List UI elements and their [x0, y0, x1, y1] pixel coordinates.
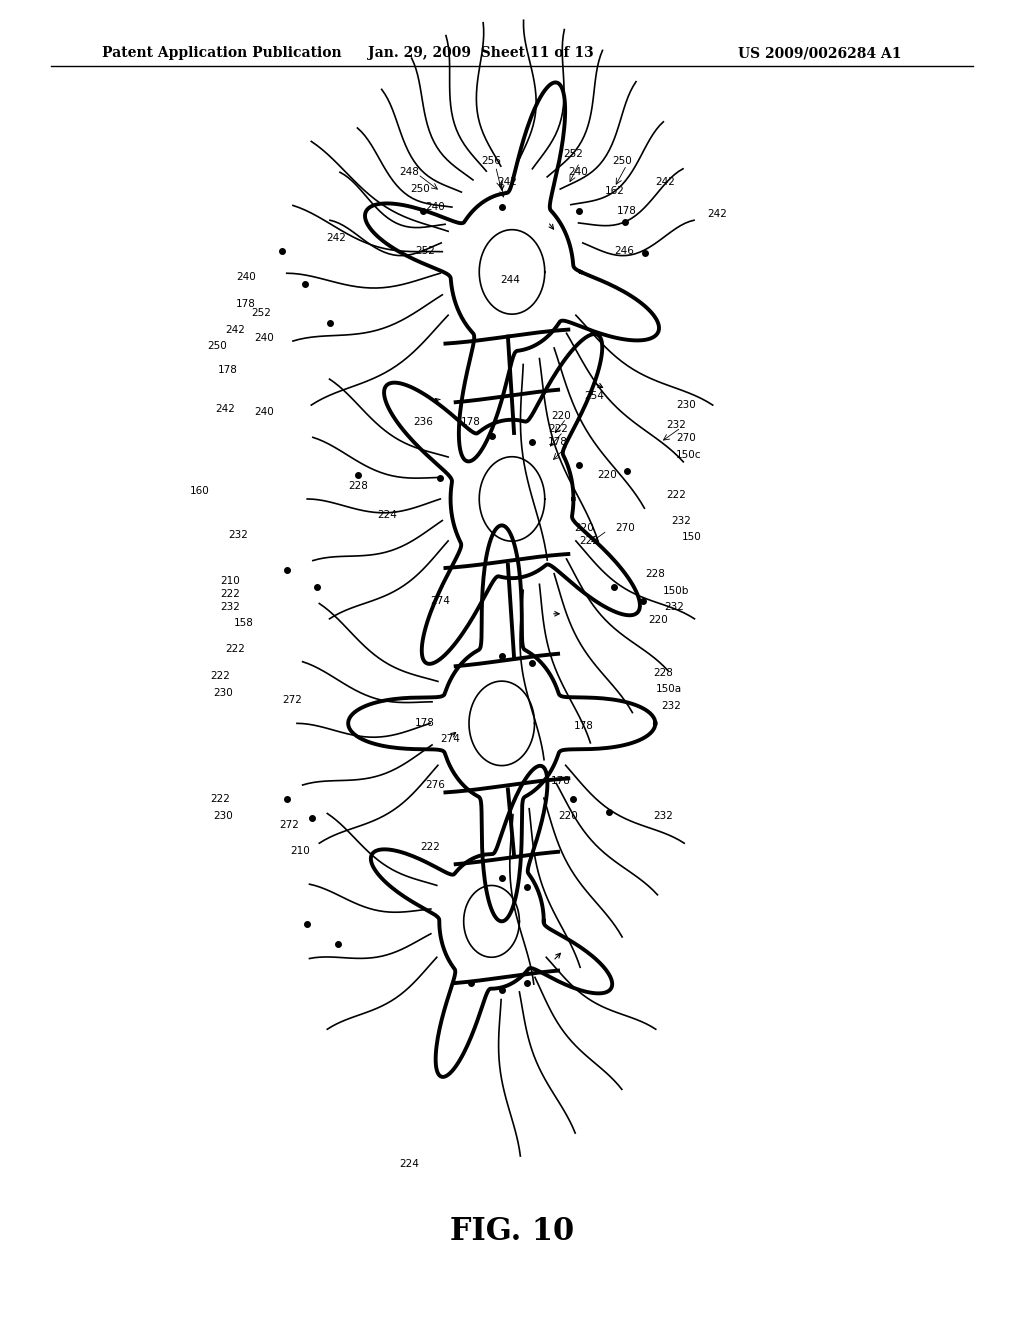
Text: 232: 232 — [671, 516, 691, 527]
Text: 252: 252 — [415, 246, 435, 256]
Text: 232: 232 — [220, 602, 241, 612]
Text: 178: 178 — [461, 417, 481, 428]
Text: 150c: 150c — [676, 450, 700, 461]
Text: 242: 242 — [225, 325, 246, 335]
Text: 232: 232 — [664, 602, 684, 612]
Text: 222: 222 — [579, 536, 599, 546]
Text: 240: 240 — [236, 272, 256, 282]
Text: 242: 242 — [326, 232, 346, 243]
Text: 220: 220 — [648, 615, 669, 626]
Text: 222: 222 — [666, 490, 686, 500]
Text: 242: 242 — [655, 177, 676, 187]
Text: 150b: 150b — [663, 586, 689, 597]
Text: 272: 272 — [279, 820, 299, 830]
Text: 150: 150 — [681, 532, 701, 543]
Text: 274: 274 — [430, 595, 451, 606]
Text: 236: 236 — [413, 417, 433, 428]
Text: 222: 222 — [220, 589, 241, 599]
Text: 250: 250 — [410, 183, 430, 194]
Text: 232: 232 — [666, 420, 686, 430]
Text: 252: 252 — [251, 308, 271, 318]
Text: 222: 222 — [548, 424, 568, 434]
Text: 250: 250 — [207, 341, 227, 351]
Text: 240: 240 — [568, 166, 589, 177]
Text: 240: 240 — [254, 333, 274, 343]
Text: 228: 228 — [348, 480, 369, 491]
Text: 224: 224 — [377, 510, 397, 520]
Text: 232: 232 — [653, 810, 674, 821]
Text: 210: 210 — [220, 576, 241, 586]
Text: 240: 240 — [254, 407, 274, 417]
Text: Patent Application Publication: Patent Application Publication — [102, 46, 342, 61]
Text: 178: 178 — [616, 206, 637, 216]
Text: 220: 220 — [558, 810, 579, 821]
Text: 252: 252 — [563, 149, 584, 160]
Text: 224: 224 — [399, 1159, 420, 1170]
Text: 232: 232 — [228, 529, 249, 540]
Text: 256: 256 — [481, 156, 502, 166]
Text: 270: 270 — [614, 523, 635, 533]
Text: 242: 242 — [497, 177, 517, 187]
Text: 220: 220 — [551, 411, 571, 421]
Text: 230: 230 — [213, 810, 233, 821]
Text: 270: 270 — [676, 433, 696, 444]
Text: 244: 244 — [500, 275, 520, 285]
Text: 230: 230 — [213, 688, 233, 698]
Text: 178: 178 — [573, 721, 594, 731]
Text: 228: 228 — [645, 569, 666, 579]
Text: 162: 162 — [604, 186, 625, 197]
Text: 230: 230 — [676, 400, 696, 411]
Text: 246: 246 — [614, 246, 635, 256]
Text: 250: 250 — [612, 156, 633, 166]
Text: 150a: 150a — [655, 684, 682, 694]
Text: US 2009/0026284 A1: US 2009/0026284 A1 — [737, 46, 901, 61]
Text: 158: 158 — [233, 618, 254, 628]
Text: 272: 272 — [282, 694, 302, 705]
Text: 276: 276 — [425, 780, 445, 791]
Text: 178: 178 — [217, 364, 238, 375]
Text: 220: 220 — [597, 470, 617, 480]
Text: 222: 222 — [210, 793, 230, 804]
Text: 178: 178 — [415, 718, 435, 729]
Text: 210: 210 — [290, 846, 310, 857]
Text: 242: 242 — [707, 209, 727, 219]
Text: 242: 242 — [215, 404, 236, 414]
Text: 274: 274 — [440, 734, 461, 744]
Text: 220: 220 — [573, 523, 594, 533]
Text: 222: 222 — [210, 671, 230, 681]
Text: 232: 232 — [660, 701, 681, 711]
Text: 160: 160 — [189, 486, 210, 496]
Text: 222: 222 — [420, 842, 440, 853]
Text: 248: 248 — [399, 166, 420, 177]
Text: 222: 222 — [225, 644, 246, 655]
Text: FIG. 10: FIG. 10 — [450, 1217, 574, 1247]
Text: 240: 240 — [425, 202, 445, 213]
Text: 254: 254 — [584, 391, 604, 401]
Text: 228: 228 — [653, 668, 674, 678]
Text: 178: 178 — [548, 437, 568, 447]
Text: 178: 178 — [551, 776, 571, 787]
Text: 178: 178 — [236, 298, 256, 309]
Text: Jan. 29, 2009  Sheet 11 of 13: Jan. 29, 2009 Sheet 11 of 13 — [369, 46, 594, 61]
